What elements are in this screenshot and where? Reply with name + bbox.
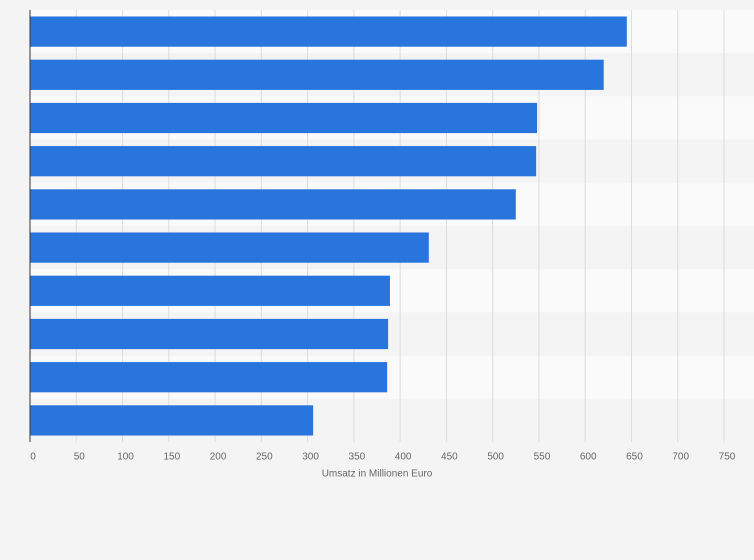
- x-tick-label: 700: [672, 452, 689, 463]
- x-tick-label: 50: [74, 452, 86, 463]
- bar: [30, 275, 390, 306]
- x-tick-label: 150: [163, 452, 180, 463]
- bar: [30, 405, 314, 436]
- bar: [30, 189, 516, 220]
- bar: [30, 59, 604, 90]
- bar: [30, 102, 538, 134]
- x-tick-label: 650: [626, 452, 643, 463]
- bar: [30, 232, 429, 263]
- x-tick-label: 0: [30, 452, 36, 463]
- x-tick-label: 550: [534, 452, 551, 463]
- x-axis-label: Umsatz in Millionen Euro: [322, 469, 433, 480]
- x-tick-label: 450: [441, 452, 458, 463]
- bar: [30, 16, 627, 47]
- bar: [30, 146, 537, 177]
- x-tick-label: 600: [580, 452, 597, 463]
- x-tick-label: 300: [302, 452, 319, 463]
- x-tick-label: 200: [210, 452, 227, 463]
- x-tick-label: 250: [256, 452, 273, 463]
- x-tick-label: 100: [117, 452, 134, 463]
- bar: [30, 362, 388, 393]
- bar: [30, 318, 389, 350]
- x-tick-label: 750: [719, 452, 736, 463]
- x-tick-label: 500: [487, 452, 504, 463]
- bars: [30, 16, 627, 436]
- x-tick-label: 400: [395, 452, 412, 463]
- x-tick-label: 350: [349, 452, 366, 463]
